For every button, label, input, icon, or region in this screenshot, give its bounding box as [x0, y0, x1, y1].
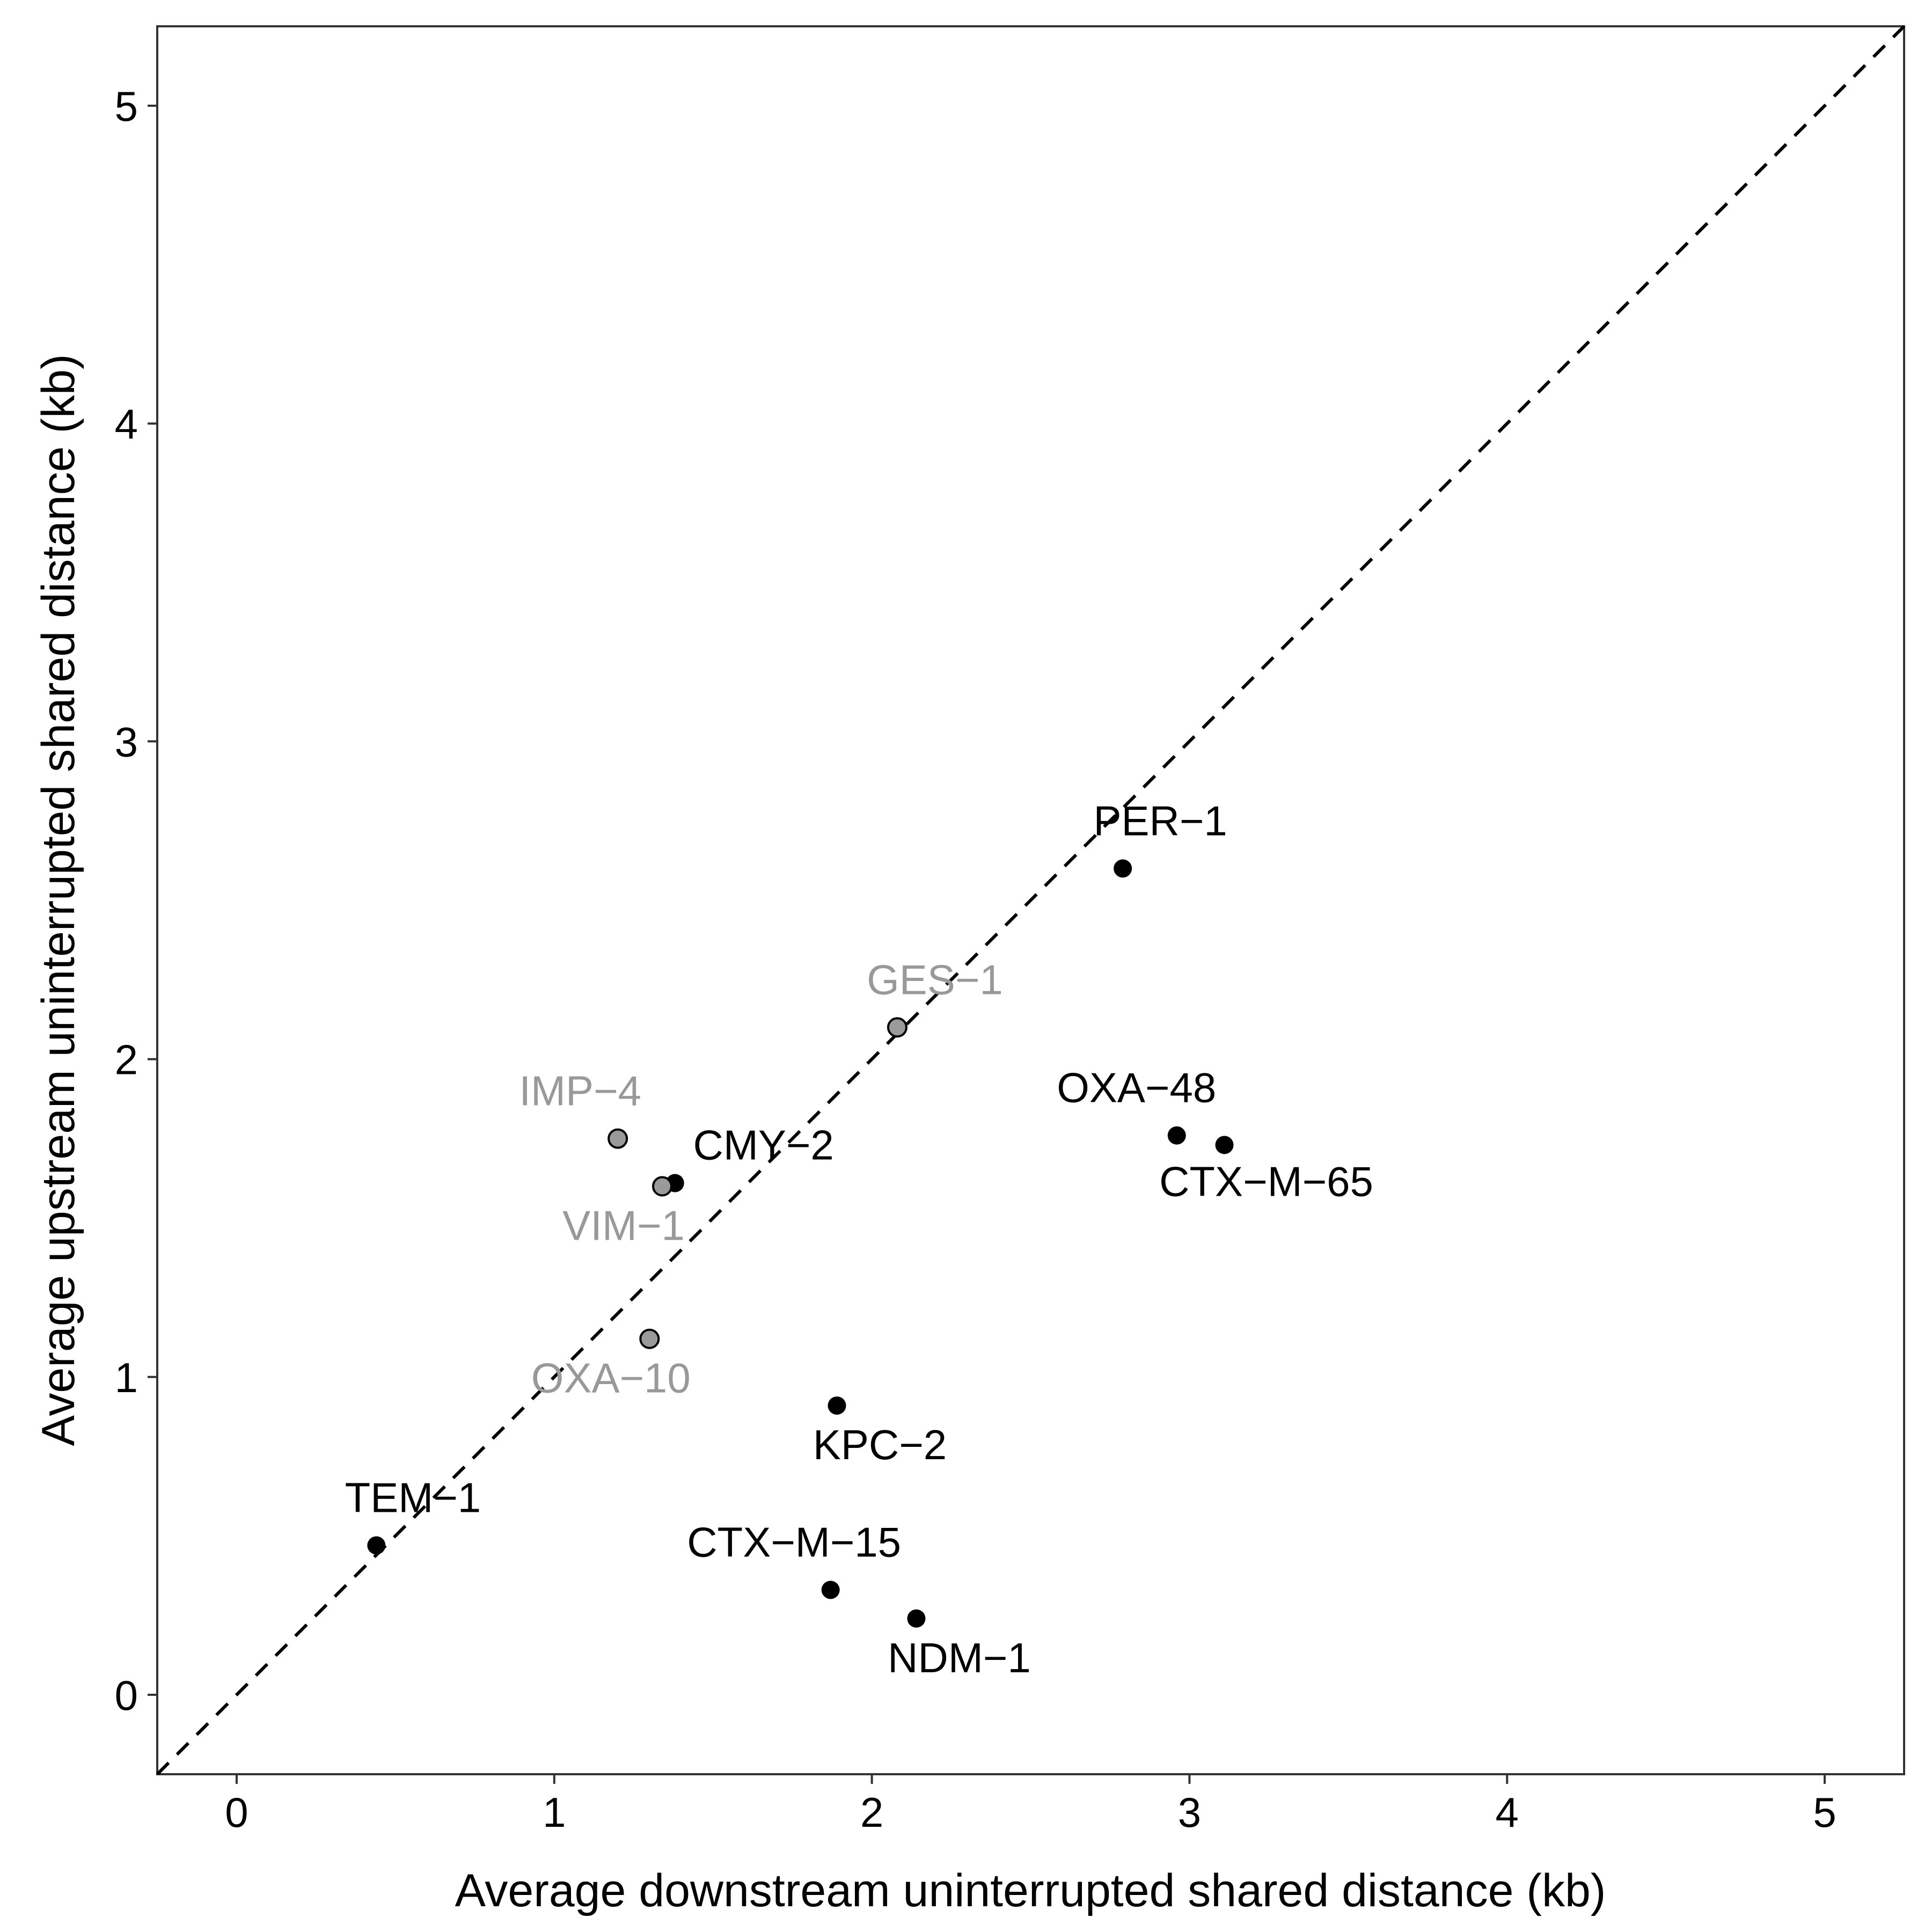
x-tick-label: 4	[1496, 1789, 1519, 1836]
data-point-ctx-m-15	[821, 1580, 840, 1599]
x-tick-label: 2	[860, 1789, 883, 1836]
data-point-oxa-10	[639, 1328, 660, 1349]
data-point-ges-1	[887, 1017, 908, 1038]
x-tick-label: 0	[225, 1789, 248, 1836]
data-point-imp-4	[608, 1128, 628, 1149]
y-tick-label: 1	[115, 1354, 138, 1401]
data-point-ndm-1	[907, 1609, 926, 1628]
point-label-tem-1: TEM−1	[345, 1474, 481, 1521]
data-point-vim-1	[652, 1176, 672, 1197]
point-label-oxa-10: OXA−10	[531, 1355, 691, 1402]
point-label-ctx-m-15: CTX−M−15	[687, 1519, 901, 1566]
y-axis-title: Average upstream uninterrupted shared di…	[33, 354, 84, 1446]
x-tick-label: 3	[1178, 1789, 1201, 1836]
point-label-ctx-m-65: CTX−M−65	[1159, 1158, 1373, 1205]
y-tick-label: 3	[115, 718, 138, 765]
point-label-oxa-48: OXA−48	[1057, 1064, 1216, 1111]
y-tick-label: 2	[115, 1036, 138, 1084]
data-point-kpc-2	[828, 1396, 846, 1415]
data-point-ctx-m-65	[1215, 1136, 1234, 1154]
data-point-per-1	[1114, 859, 1132, 878]
point-label-kpc-2: KPC−2	[813, 1421, 947, 1468]
data-point-oxa-48	[1167, 1126, 1186, 1145]
y-tick-label: 5	[115, 83, 138, 130]
x-axis-title: Average downstream uninterrupted shared …	[455, 1865, 1606, 1916]
point-label-ndm-1: NDM−1	[888, 1634, 1031, 1681]
point-label-imp-4: IMP−4	[519, 1067, 641, 1115]
identity-reference-line	[156, 25, 1906, 1776]
point-label-vim-1: VIM−1	[562, 1202, 685, 1249]
point-label-ges-1: GES−1	[867, 956, 1003, 1003]
point-label-per-1: PER−1	[1093, 797, 1227, 844]
data-point-tem-1	[367, 1536, 386, 1555]
x-tick-label: 5	[1813, 1789, 1836, 1836]
point-label-cmy-2: CMY−2	[693, 1122, 834, 1169]
y-tick-label: 4	[115, 400, 138, 448]
y-tick-label: 0	[115, 1672, 138, 1719]
x-tick-label: 1	[543, 1789, 566, 1836]
